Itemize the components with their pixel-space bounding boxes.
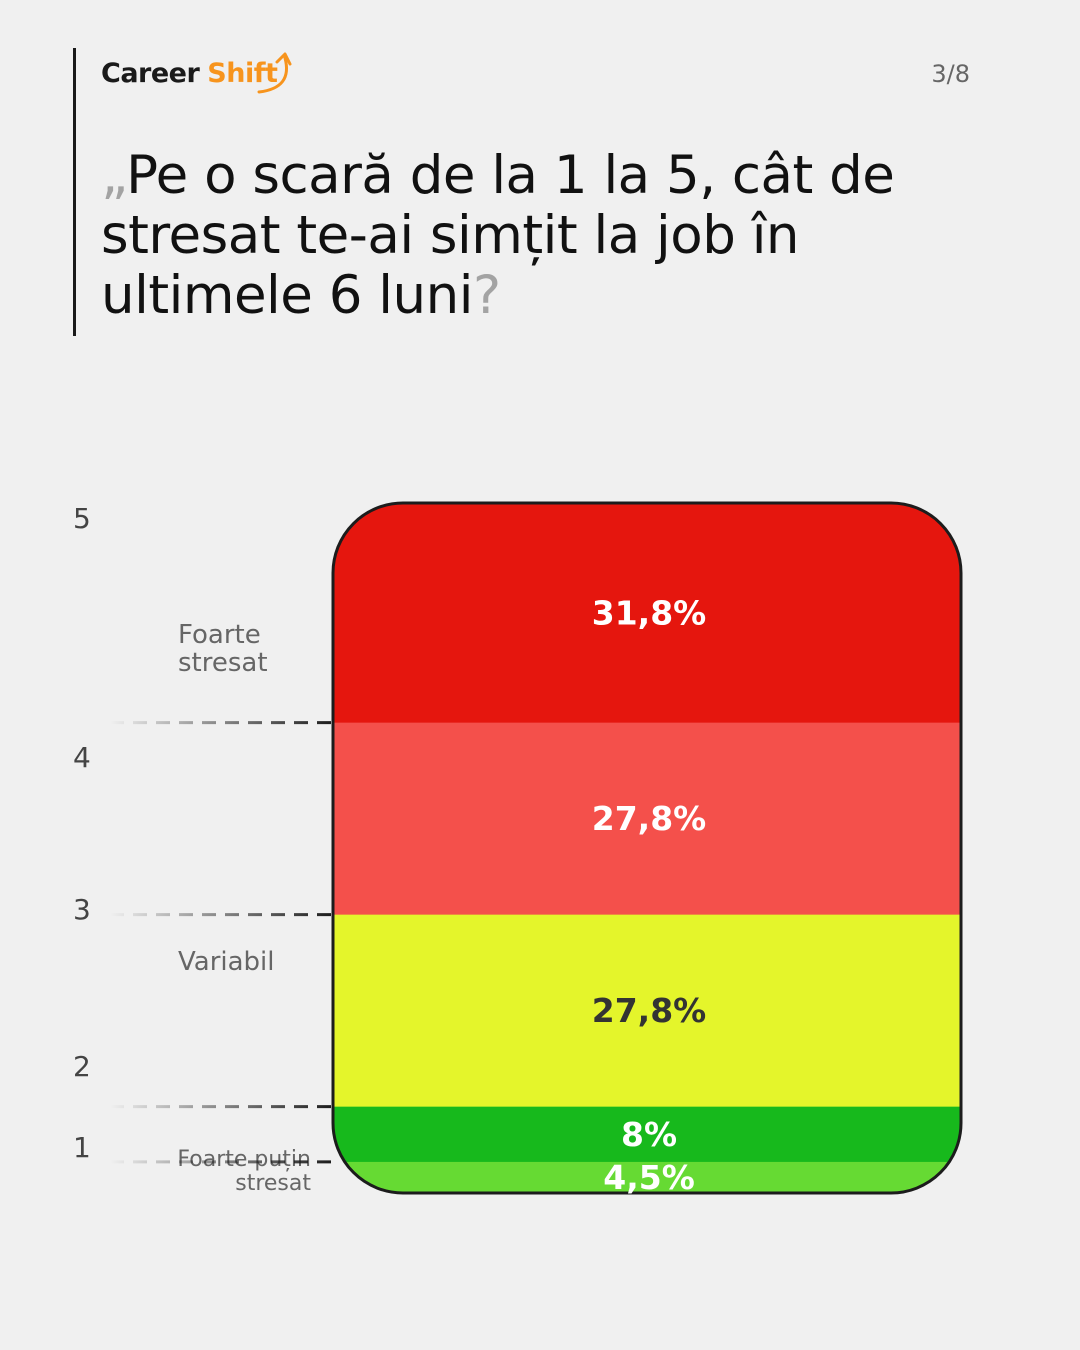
page-indicator: 3/8 [931, 60, 970, 88]
bar-segment-level-5 [333, 503, 961, 724]
bar-segment-level-2 [333, 1106, 961, 1163]
label-slightly-stressed-line2: stresat [235, 1171, 311, 1196]
data-label-level-5: 31,8% [592, 593, 707, 632]
label-very-stressed: Foarte stresat [178, 621, 268, 677]
data-label-level-1: 4,5% [603, 1158, 695, 1197]
question-mark: ? [472, 265, 501, 326]
brand-name-part1: Career [101, 58, 200, 89]
label-very-stressed-line2: stresat [178, 648, 268, 678]
label-slightly-stressed: Foarte puțin stresat [150, 1148, 311, 1196]
data-label-level-2: 8% [621, 1115, 677, 1154]
bar-segment-level-1 [333, 1161, 961, 1193]
label-variable: Variabil [178, 947, 275, 977]
brand-logo: Career Shift [101, 52, 292, 94]
bar-segment-level-4 [333, 722, 961, 916]
scale-number-4: 4 [73, 741, 91, 774]
scale-number-3: 3 [73, 893, 91, 926]
page-title: „Pe o scară de la 1 la 5, cât de stresat… [101, 146, 1001, 326]
opening-quote: „ [101, 145, 127, 206]
data-label-level-3: 27,8% [592, 991, 707, 1030]
label-slightly-stressed-line1: Foarte puțin [177, 1147, 311, 1172]
scale-number-5: 5 [73, 502, 91, 535]
bar-segments [333, 503, 961, 1193]
accent-bar [73, 48, 76, 336]
label-very-stressed-line1: Foarte [178, 620, 261, 650]
scale-number-1: 1 [73, 1131, 91, 1164]
question-text: Pe o scară de la 1 la 5, cât de stresat … [101, 145, 895, 326]
data-label-level-4: 27,8% [592, 799, 707, 838]
arrow-icon [257, 52, 292, 94]
bar-outline [331, 501, 963, 1195]
bar-segment-level-3 [333, 914, 961, 1108]
scale-number-2: 2 [73, 1050, 91, 1083]
brand-name-part2: Shift [207, 58, 278, 89]
